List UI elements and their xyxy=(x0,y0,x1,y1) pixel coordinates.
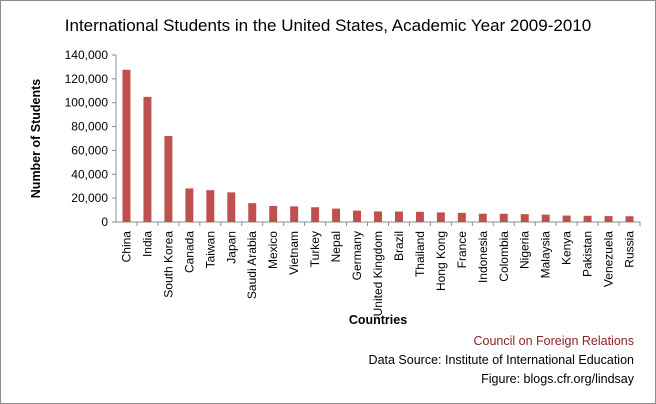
x-tick-label: India xyxy=(140,231,154,257)
x-tick-label: Thailand xyxy=(413,231,427,277)
bar-south-korea xyxy=(164,135,173,222)
data-source-credit: Data Source: Institute of International … xyxy=(368,353,634,367)
x-tick-label: Kenya xyxy=(560,231,574,265)
x-tick-label: China xyxy=(119,231,133,263)
y-tick-label: 140,000 xyxy=(65,48,109,62)
bar-malaysia xyxy=(541,214,550,222)
x-tick-label: Mexico xyxy=(266,231,280,269)
bar-vietnam xyxy=(290,206,299,222)
y-tick-label: 20,000 xyxy=(71,191,108,205)
bar-turkey xyxy=(311,207,320,222)
chart-title: International Students in the United Sta… xyxy=(64,16,592,35)
x-tick-label: Canada xyxy=(182,231,196,273)
x-tick-label: Nepal xyxy=(329,231,343,262)
x-tick-label: Colombia xyxy=(497,231,511,282)
bar-russia xyxy=(625,216,634,222)
y-tick-label: 60,000 xyxy=(71,143,108,157)
x-tick-label: Turkey xyxy=(308,231,322,267)
x-tick-label: Malaysia xyxy=(539,231,553,279)
y-tick-label: 100,000 xyxy=(65,96,109,110)
bar-brazil xyxy=(394,211,403,222)
x-tick-label: United Kingdom xyxy=(371,231,385,316)
y-tick-label: 120,000 xyxy=(65,72,109,86)
y-tick-label: 0 xyxy=(101,215,108,229)
bar-france xyxy=(457,212,466,222)
bar-nigeria xyxy=(520,214,529,222)
bar-indonesia xyxy=(478,213,487,222)
bar-china xyxy=(122,69,131,222)
bar-canada xyxy=(185,188,194,222)
bar-united-kingdom xyxy=(374,211,382,222)
x-tick-label: Taiwan xyxy=(203,231,217,268)
x-tick-label: Japan xyxy=(224,231,238,264)
bar-pakistan xyxy=(583,215,592,222)
bar-kenya xyxy=(562,215,571,222)
x-tick-label: South Korea xyxy=(161,231,175,298)
bar-thailand xyxy=(415,211,424,222)
bar-india xyxy=(143,96,152,222)
x-tick-label: Pakistan xyxy=(581,231,595,277)
bar-venezuela xyxy=(604,216,613,222)
bar-colombia xyxy=(499,213,508,222)
x-tick-label: Russia xyxy=(623,231,637,268)
x-tick-label: France xyxy=(455,231,469,269)
bar-japan xyxy=(227,192,236,222)
y-tick-label: 80,000 xyxy=(71,120,108,134)
x-tick-label: Vietnam xyxy=(287,231,301,275)
x-tick-label: Hong Kong xyxy=(434,231,448,291)
bar-saudi-arabia xyxy=(248,203,257,222)
x-tick-label: Saudi Arabia xyxy=(245,231,259,299)
figure-credit: Figure: blogs.cfr.org/lindsay xyxy=(481,372,634,386)
x-tick-label: Germany xyxy=(350,231,364,280)
x-tick-label: Nigeria xyxy=(518,231,532,269)
y-axis-title: Number of Students xyxy=(29,79,43,198)
bar-germany xyxy=(353,210,362,222)
bar-taiwan xyxy=(206,190,215,222)
y-tick-label: 40,000 xyxy=(71,167,108,181)
x-tick-label: Indonesia xyxy=(476,231,490,283)
organization-credit: Council on Foreign Relations xyxy=(473,334,634,348)
x-axis-title: Countries xyxy=(349,313,407,327)
x-tick-label: Brazil xyxy=(392,231,406,261)
bar-mexico xyxy=(269,205,278,222)
bar-hong-kong xyxy=(436,212,445,222)
x-tick-label: Venezuela xyxy=(602,231,616,287)
bar-nepal xyxy=(332,208,341,222)
